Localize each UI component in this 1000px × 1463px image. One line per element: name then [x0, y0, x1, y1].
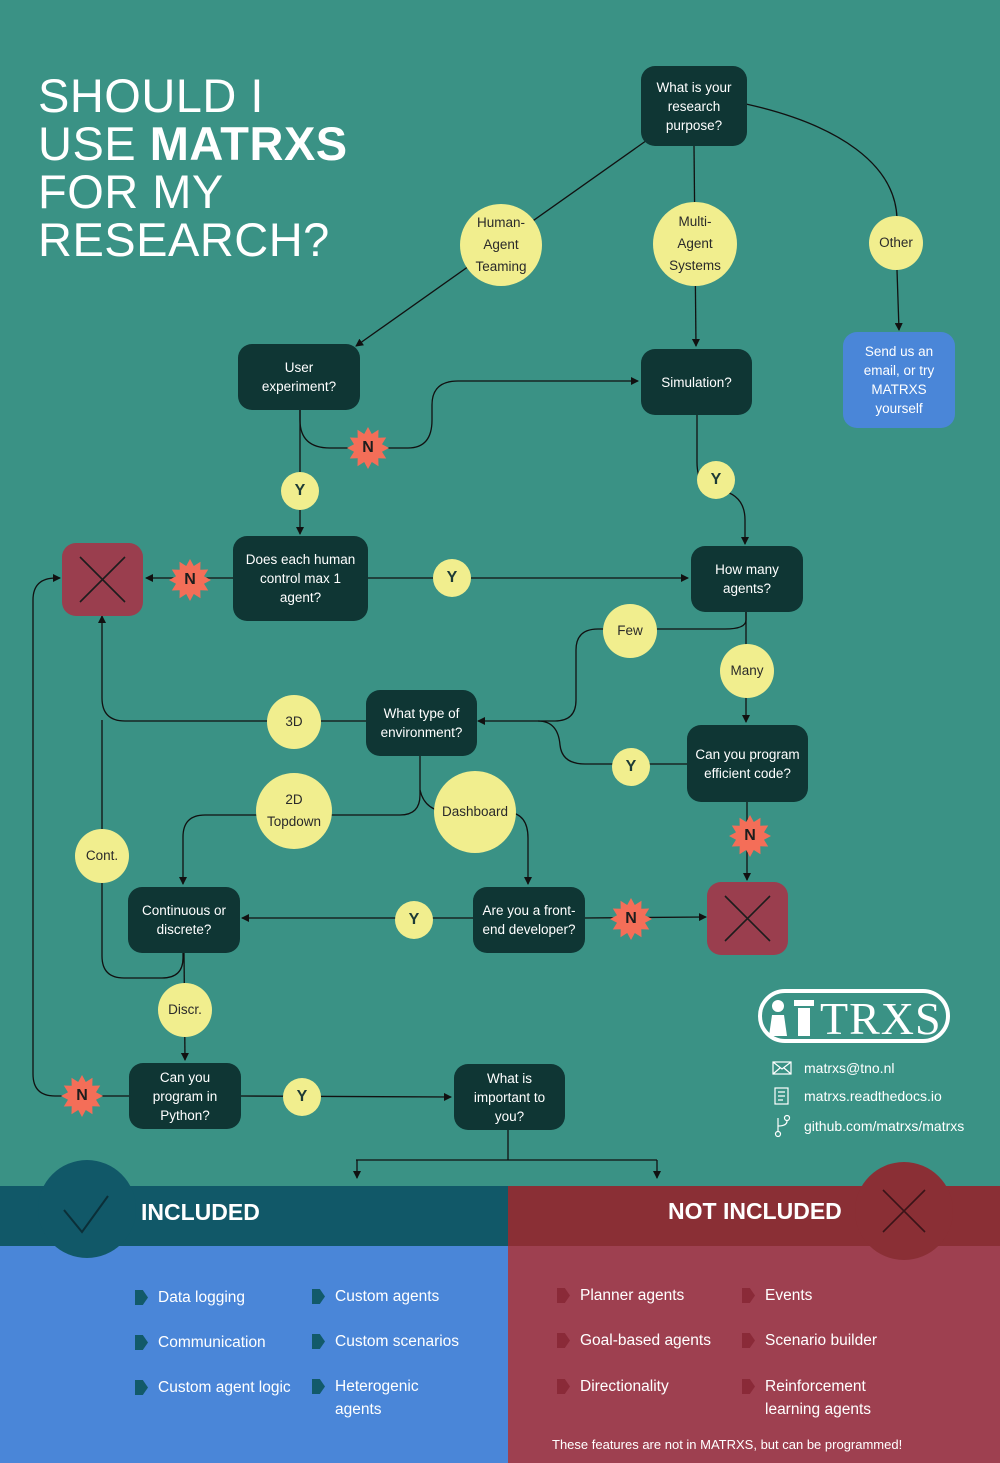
- edge-3d: [98, 615, 366, 722]
- answer-no-each-human: N: [169, 559, 211, 601]
- mail-icon: [772, 1061, 792, 1075]
- stop-box-2: [707, 882, 788, 955]
- included-item: Communication: [135, 1331, 318, 1354]
- bubble-3d: 3D: [267, 695, 321, 749]
- node-program-python: Can you program in Python?: [129, 1063, 241, 1129]
- included-item: Heterogenic agents: [312, 1375, 445, 1421]
- answer-no-frontend-label: N: [625, 910, 637, 927]
- title-brand: MATRXS: [149, 117, 348, 170]
- edge-efficient-yes: [537, 720, 688, 765]
- answer-no-user-experiment: N: [347, 427, 389, 469]
- title-line-4: RESEARCH?: [38, 213, 330, 266]
- bubble-human-agent-teaming: Human-Agent Teaming: [460, 204, 542, 286]
- answer-no-each-human-label: N: [184, 571, 196, 588]
- bubble-discr: Discr.: [158, 983, 212, 1037]
- edge-other-to-email: [894, 269, 903, 331]
- node-environment-type: What type of environment?: [366, 690, 477, 756]
- bubble-other: Other: [869, 216, 923, 270]
- cross-icon: [79, 556, 126, 603]
- answer-no-python-label: N: [76, 1087, 88, 1104]
- cross-icon: [882, 1189, 926, 1233]
- contact-github[interactable]: github.com/matrxs/matrxs: [772, 1114, 964, 1138]
- node-program-efficient: Can you program efficient code?: [687, 725, 808, 802]
- edge-python-no: [32, 574, 130, 1097]
- bubble-few: Few: [603, 604, 657, 658]
- not-included-item: Reinforcement learning agents: [742, 1375, 905, 1421]
- answer-yes-frontend: Y: [395, 901, 433, 939]
- not-included-item: Events: [742, 1284, 925, 1307]
- contact-docs-text[interactable]: matrxs.readthedocs.io: [804, 1088, 942, 1104]
- answer-yes-each-human: Y: [433, 559, 471, 597]
- edge-python-yes: [239, 1092, 452, 1101]
- page-title: SHOULD I USE MATRXS FOR MY RESEARCH?: [38, 72, 348, 264]
- node-continuous-or-discrete: Continuous or discrete?: [128, 887, 240, 953]
- bubble-multi-agent-systems-label: Multi-Agent Systems: [669, 214, 721, 273]
- title-line-3: FOR MY: [38, 165, 224, 218]
- answer-no-efficient-code-label: N: [744, 827, 756, 844]
- node-frontend-developer: Are you a front-end developer?: [473, 887, 585, 953]
- matrxs-logo-icon: [758, 989, 950, 1043]
- not-included-item: Goal-based agents: [557, 1329, 740, 1352]
- starburst-icon: [347, 427, 389, 469]
- bubble-dashboard: Dashboard: [434, 771, 516, 853]
- starburst-icon: [610, 898, 652, 940]
- answer-no-user-experiment-label: N: [362, 439, 374, 456]
- not-included-item: Directionality: [557, 1375, 740, 1398]
- title-line-2: USE MATRXS: [38, 120, 348, 168]
- starburst-icon: [729, 815, 771, 857]
- contact-docs[interactable]: matrxs.readthedocs.io: [772, 1087, 942, 1105]
- cross-icon: [724, 895, 771, 942]
- edge-cont: [101, 720, 184, 979]
- bubble-human-agent-teaming-label: Human-Agent Teaming: [475, 215, 527, 274]
- bubble-cont: Cont.: [75, 829, 129, 883]
- edge-important-split: [356, 1128, 657, 1161]
- node-simulation: Simulation?: [641, 349, 752, 415]
- node-research-purpose: What is your research purpose?: [641, 66, 747, 146]
- included-item: Custom scenarios: [312, 1330, 495, 1353]
- node-each-human-control: Does each human control max 1 agent?: [233, 536, 368, 621]
- edge-purpose-to-other: [745, 103, 898, 219]
- included-title: INCLUDED: [141, 1199, 260, 1225]
- bubble-2d-topdown-label: 2D Topdown: [266, 792, 322, 829]
- not-included-note: These features are not in MATRXS, but ca…: [552, 1437, 903, 1452]
- included-badge: [38, 1160, 136, 1258]
- edge-few: [477, 612, 747, 725]
- starburst-icon: [61, 1075, 103, 1117]
- bubble-many: Many: [720, 644, 774, 698]
- node-how-many-agents: How many agents?: [691, 546, 803, 612]
- node-user-experiment: User experiment?: [238, 344, 360, 410]
- answer-no-efficient-code: N: [729, 815, 771, 857]
- document-icon: [774, 1087, 789, 1105]
- answer-yes-user-experiment: Y: [281, 472, 319, 510]
- included-item: Data logging: [135, 1286, 318, 1309]
- edge-user-exp-no-to-simulation: [299, 377, 639, 449]
- contact-email[interactable]: matrxs@tno.nl: [772, 1060, 894, 1076]
- contact-github-text[interactable]: github.com/matrxs/matrxs: [804, 1118, 965, 1134]
- node-send-email: Send us an email, or try MATRXS yourself: [843, 332, 955, 428]
- answer-yes-python: Y: [283, 1078, 321, 1116]
- not-included-badge: [855, 1162, 953, 1260]
- included-item: Custom agent logic: [135, 1376, 318, 1399]
- not-included-title: NOT INCLUDED: [668, 1198, 842, 1224]
- not-included-item: Scenario builder: [742, 1329, 925, 1352]
- answer-no-python: N: [61, 1075, 103, 1117]
- answer-yes-simulation: Y: [697, 461, 735, 499]
- answer-yes-efficient-code: Y: [612, 748, 650, 786]
- logo-text: TRXS: [820, 993, 942, 1044]
- starburst-icon: [169, 559, 211, 601]
- bubble-multi-agent-systems: Multi-Agent Systems: [653, 202, 737, 286]
- included-item: Custom agents: [312, 1285, 495, 1308]
- bubble-2d-topdown: 2D Topdown: [256, 773, 332, 849]
- stop-box-1: [62, 543, 143, 616]
- title-line-1: SHOULD I: [38, 69, 264, 122]
- answer-no-frontend: N: [610, 898, 652, 940]
- contact-email-text[interactable]: matrxs@tno.nl: [804, 1060, 895, 1076]
- git-branch-icon: [774, 1114, 791, 1138]
- not-included-item: Planner agents: [557, 1284, 740, 1307]
- checkmark-icon: [63, 1195, 109, 1234]
- node-what-important: What is important to you?: [454, 1064, 565, 1130]
- title-line-2-prefix: USE: [38, 117, 150, 170]
